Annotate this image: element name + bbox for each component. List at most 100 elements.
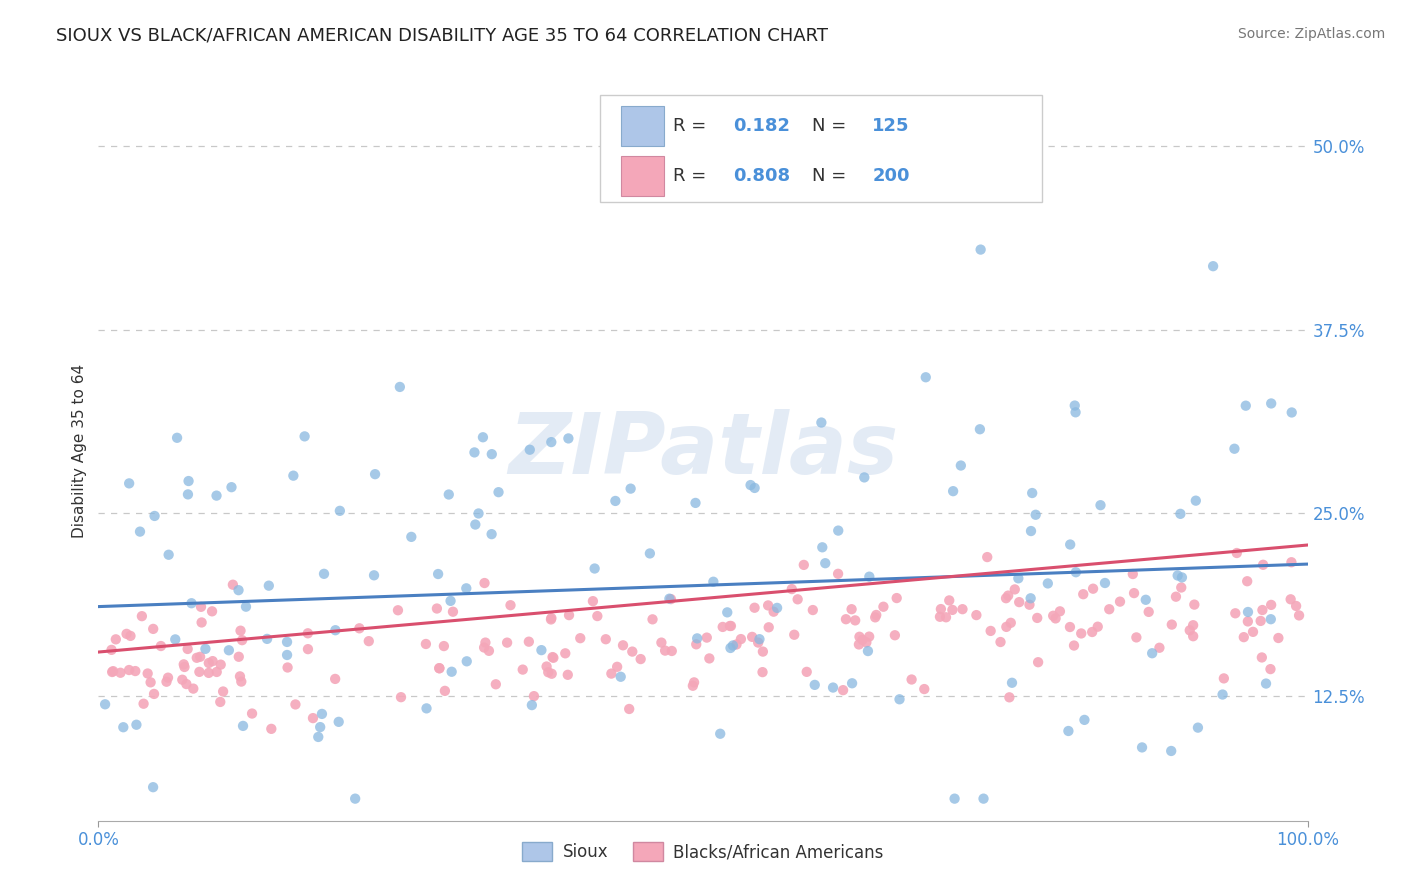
Point	[297, 642, 319, 657]
Point	[1059, 620, 1081, 634]
Point	[1025, 508, 1047, 522]
Point	[232, 719, 254, 733]
Point	[976, 550, 998, 565]
Point	[621, 644, 644, 658]
Point	[136, 666, 159, 681]
Point	[1237, 615, 1260, 629]
Point	[630, 652, 652, 666]
Point	[1081, 625, 1104, 640]
Point	[284, 698, 307, 712]
Point	[537, 665, 560, 680]
Point	[969, 422, 991, 436]
Point	[302, 711, 325, 725]
Point	[641, 612, 664, 626]
Point	[929, 602, 952, 616]
Point	[659, 592, 682, 607]
Point	[929, 609, 952, 624]
Point	[426, 601, 449, 615]
Point	[512, 663, 534, 677]
Point	[1000, 615, 1022, 630]
Point	[517, 634, 540, 648]
Point	[1236, 574, 1258, 589]
Point	[231, 674, 253, 689]
Point	[1140, 646, 1163, 660]
Point	[1254, 676, 1277, 690]
Point	[1057, 723, 1080, 738]
Point	[1260, 612, 1282, 626]
Point	[499, 598, 522, 612]
Point	[433, 684, 456, 698]
Point	[519, 442, 541, 457]
Point	[685, 637, 707, 651]
Point	[1049, 604, 1071, 618]
Point	[456, 654, 478, 668]
Point	[720, 640, 742, 655]
Point	[1250, 650, 1272, 665]
Point	[744, 481, 766, 495]
Point	[1026, 655, 1049, 669]
Point	[1064, 405, 1087, 419]
Point	[1004, 582, 1026, 597]
Point	[257, 579, 280, 593]
Text: R =: R =	[672, 167, 711, 185]
Point	[307, 730, 329, 744]
Point	[229, 669, 252, 683]
Point	[952, 602, 974, 616]
Point	[323, 672, 346, 686]
Point	[294, 429, 316, 443]
Point	[173, 660, 195, 674]
Point	[709, 727, 731, 741]
Text: R =: R =	[672, 117, 711, 135]
Point	[683, 675, 706, 690]
Point	[1087, 620, 1109, 634]
Point	[814, 556, 837, 570]
Point	[198, 656, 221, 670]
Point	[606, 660, 628, 674]
Point	[1187, 721, 1209, 735]
Point	[543, 650, 565, 665]
Point	[619, 702, 641, 716]
Point	[197, 665, 219, 680]
Point	[811, 541, 834, 555]
Point	[240, 706, 263, 721]
Point	[912, 681, 935, 696]
Point	[1018, 598, 1040, 612]
Point	[1026, 611, 1049, 625]
Point	[464, 517, 486, 532]
Point	[810, 416, 832, 430]
Point	[325, 624, 347, 638]
Point	[1125, 631, 1147, 645]
Point	[1123, 586, 1146, 600]
Point	[1237, 605, 1260, 619]
Point	[218, 643, 240, 657]
Point	[1212, 688, 1234, 702]
Point	[858, 569, 880, 583]
Point	[190, 599, 212, 614]
Point	[1212, 672, 1234, 686]
Point	[554, 646, 576, 660]
Point	[235, 599, 257, 614]
Point	[730, 632, 752, 646]
Point	[569, 631, 592, 645]
Point	[583, 561, 606, 575]
Point	[858, 630, 880, 644]
Point	[1182, 598, 1205, 612]
Point	[718, 619, 741, 633]
Point	[478, 644, 501, 658]
Point	[1260, 662, 1282, 676]
Point	[1007, 571, 1029, 585]
Point	[1250, 614, 1272, 628]
Point	[181, 681, 204, 696]
Point	[180, 596, 202, 610]
Point	[222, 578, 245, 592]
Point	[605, 494, 627, 508]
Point	[1137, 605, 1160, 619]
Point	[855, 635, 877, 649]
Point	[1281, 405, 1303, 419]
Point	[485, 677, 508, 691]
Point	[1042, 608, 1064, 623]
Point	[523, 689, 546, 703]
Point	[176, 677, 198, 691]
Point	[132, 697, 155, 711]
Point	[995, 620, 1018, 634]
